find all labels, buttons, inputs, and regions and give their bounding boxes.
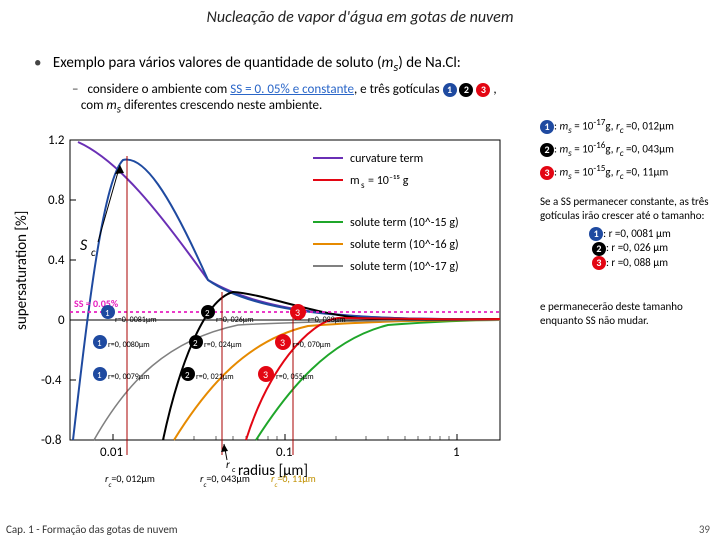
svg-text:r=0, 024μm: r=0, 024μm: [204, 340, 242, 350]
svg-text:3: 3: [263, 368, 268, 381]
b2-c2: 2: [592, 242, 606, 256]
svg-text:2: 2: [193, 338, 198, 349]
right-notes-3: e permanecerão deste tamanho enquanto SS…: [540, 300, 720, 328]
svg-text:1: 1: [97, 370, 102, 381]
svg-text:rc=0, 012μm: rc=0, 012μm: [105, 472, 155, 489]
page-number: 39: [699, 523, 710, 536]
svg-text:r=0, 055μm: r=0, 055μm: [276, 372, 314, 382]
svg-text:m: m: [350, 174, 360, 188]
svg-text:0.1: 0.1: [276, 445, 292, 460]
sub-a: considere o ambiente com: [87, 82, 230, 97]
bullet-text-a: Exemplo para vários valores de quantidad…: [53, 54, 382, 72]
sub-ss: SS = 0. 05% e constante: [230, 82, 354, 97]
circle-1-icon: 1: [443, 83, 457, 97]
bullet-dot: •: [34, 54, 41, 72]
sub-bullet-1: – considere o ambiente com SS = 0. 05% e…: [72, 82, 497, 118]
b2-c3: 3: [592, 256, 606, 270]
circle-3-icon: 3: [476, 83, 490, 97]
svg-text:r=0, 0079μm: r=0, 0079μm: [108, 372, 150, 382]
right-notes-1: 1: ms = 10-17g, rc =0, 012μm 2: ms = 10-…: [540, 115, 674, 184]
r1-c3: 3: [540, 166, 554, 180]
svg-text:3: 3: [295, 306, 300, 319]
svg-text:-0.8: -0.8: [41, 433, 62, 448]
right-notes-2: Se a SS permanecer constante, as três go…: [540, 195, 720, 270]
svg-text:rc=0, 11μm: rc=0, 11μm: [271, 472, 316, 489]
sub-b: , e três gotículas: [354, 82, 443, 97]
svg-text:r=0, 0081μm: r=0, 0081μm: [115, 315, 157, 325]
bullet-text-b: ) de Na.Cl:: [398, 54, 461, 72]
sub-e: diferentes crescendo neste ambiente.: [121, 98, 322, 113]
svg-text:c: c: [91, 246, 96, 259]
svg-text:= 10⁻¹⁵ g: = 10⁻¹⁵ g: [368, 174, 409, 188]
supersaturation-chart: Sc curvature term ms = 10⁻¹⁵ g solute te…: [8, 130, 536, 500]
sub-c: ,: [493, 82, 496, 97]
svg-text:1.2: 1.2: [48, 133, 65, 148]
svg-text:1: 1: [97, 338, 102, 349]
svg-text:-0.4: -0.4: [41, 373, 62, 388]
svg-text:r=0, 021μm: r=0, 021μm: [196, 372, 234, 382]
bullet-1: • Exemplo para vários valores de quantid…: [34, 54, 461, 75]
ms-m: m: [106, 98, 116, 113]
r1-c1: 1: [540, 120, 554, 134]
svg-text:curvature term: curvature term: [350, 152, 423, 166]
svg-text:supersaturation [%]: supersaturation [%]: [13, 211, 31, 330]
svg-text:r=0, 088μm: r=0, 088μm: [308, 315, 346, 325]
svg-text:r=0, 026μm: r=0, 026μm: [216, 315, 254, 325]
svg-text:r=0, 070μm: r=0, 070μm: [293, 340, 331, 350]
svg-text:s: s: [361, 180, 365, 191]
svg-text:0.01: 0.01: [100, 445, 123, 460]
page-title: Nucleação de vapor d'água em gotas de nu…: [0, 8, 720, 27]
svg-text:r=0, 0080μm: r=0, 0080μm: [108, 340, 150, 350]
svg-text:3: 3: [280, 336, 285, 349]
sub-d: com: [81, 98, 107, 113]
footer-left: Cap. 1 - Formação das gotas de nuvem: [6, 523, 178, 536]
svg-text:solute term (10^-16 g): solute term (10^-16 g): [350, 238, 459, 252]
svg-text:2: 2: [185, 370, 190, 381]
svg-text:1: 1: [105, 308, 110, 319]
svg-text:0: 0: [58, 313, 65, 328]
box2-text: Se a SS permanecer constante, as três go…: [540, 195, 720, 223]
svg-text:rc=0, 043μm: rc=0, 043μm: [200, 472, 250, 489]
svg-text:S: S: [80, 236, 88, 255]
svg-text:2: 2: [205, 308, 210, 319]
svg-text:0.4: 0.4: [48, 253, 65, 268]
circle-2-icon: 2: [459, 83, 473, 97]
svg-text:solute term (10^-15 g): solute term (10^-15 g): [350, 216, 459, 230]
dash: –: [72, 82, 78, 97]
svg-text:solute term (10^-17 g): solute term (10^-17 g): [350, 260, 459, 274]
svg-text:0.8: 0.8: [48, 193, 65, 208]
r1-c2: 2: [540, 143, 554, 157]
m-symbol: m: [382, 54, 394, 72]
svg-text:1: 1: [453, 445, 460, 460]
b2-c1: 1: [589, 227, 603, 241]
